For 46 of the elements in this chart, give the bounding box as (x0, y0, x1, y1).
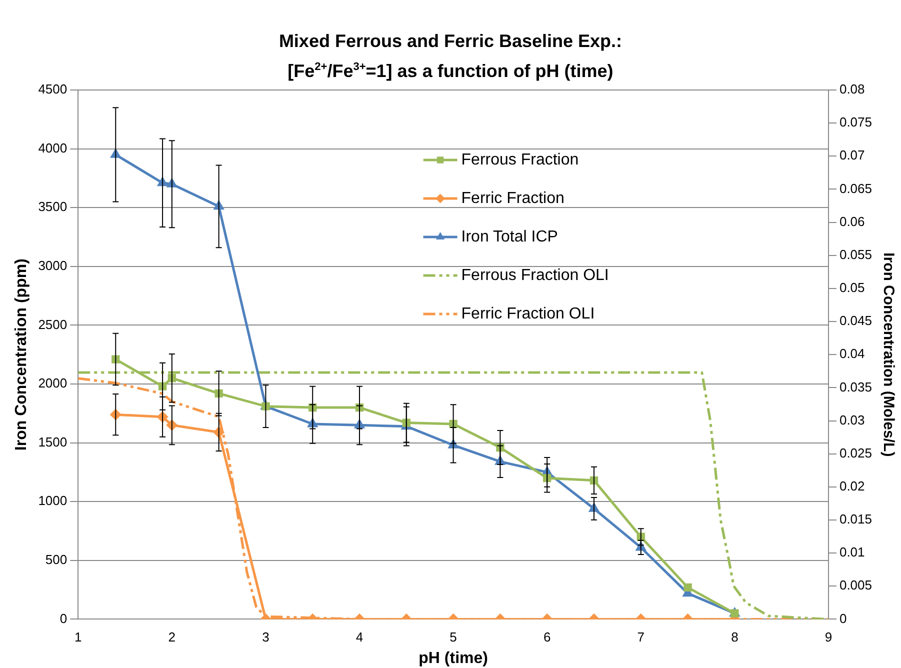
x-tick-label: 3 (262, 630, 270, 645)
x-tick-label: 8 (731, 630, 738, 645)
legend-label: Ferrous Fraction OLI (461, 266, 609, 284)
y-axis-title: Iron Concentration (ppm) (13, 258, 30, 451)
x-tick-label: 9 (824, 630, 832, 645)
y2-tick-label: 0.02 (839, 478, 865, 494)
y-tick-label: 1500 (38, 434, 68, 450)
legend-label: Ferrous Fraction (461, 151, 579, 168)
y-tick-label: 4500 (38, 82, 68, 97)
x-tick-label: 5 (450, 630, 457, 645)
chart-subtitle: [Fe$^{2+}$/Fe$^{3+}$=1] as a function of pH (time) (288, 61, 614, 81)
y-tick-label: 500 (45, 552, 68, 567)
x-tick-label: 2 (168, 630, 176, 645)
y2-tick-label: 0.045 (839, 313, 872, 328)
y-tick-label: 1000 (38, 493, 68, 508)
y2-tick-label: 0.055 (839, 246, 872, 262)
y2-tick-label: 0.035 (839, 379, 872, 394)
y2-tick-label: 0.08 (839, 82, 865, 97)
x-tick-label: 1 (74, 630, 82, 645)
y2-axis-title: Iron Concentration (Moles/L) (880, 252, 897, 457)
y2-tick-label: 0.01 (839, 544, 865, 560)
y2-tick-label: 0.025 (839, 445, 872, 460)
y-tick-label: 2000 (38, 376, 68, 391)
y-tick-label: 3500 (38, 199, 68, 214)
x-tick-label: 6 (543, 630, 551, 645)
x-axis-title: pH (time) (418, 650, 488, 667)
y2-tick-label: 0 (839, 610, 847, 626)
y2-tick-label: 0.05 (839, 280, 865, 296)
y-tick-label: 4000 (38, 140, 68, 156)
y2-tick-label: 0.015 (839, 512, 872, 527)
y-tick-label: 2500 (38, 316, 68, 332)
x-tick-label: 4 (356, 630, 364, 645)
y2-tick-label: 0.04 (839, 346, 865, 362)
legend-label: Ferric Fraction OLI (461, 305, 595, 322)
y2-tick-label: 0.075 (839, 114, 872, 130)
chart-title: Mixed Ferrous and Ferric Baseline Exp.: (278, 30, 624, 53)
legend-label: Iron Total ICP (461, 228, 558, 246)
y2-tick-label: 0.06 (839, 214, 865, 229)
x-tick-label: 7 (637, 630, 644, 645)
y2-tick-label: 0.07 (839, 148, 865, 163)
y2-tick-label: 0.065 (839, 180, 872, 196)
legend-label: Ferric Fraction (461, 190, 564, 207)
y2-tick-label: 0.005 (839, 578, 872, 593)
y-tick-label: 0 (60, 610, 68, 626)
y2-tick-label: 0.03 (839, 412, 865, 428)
y-tick-label: 3000 (38, 258, 68, 273)
